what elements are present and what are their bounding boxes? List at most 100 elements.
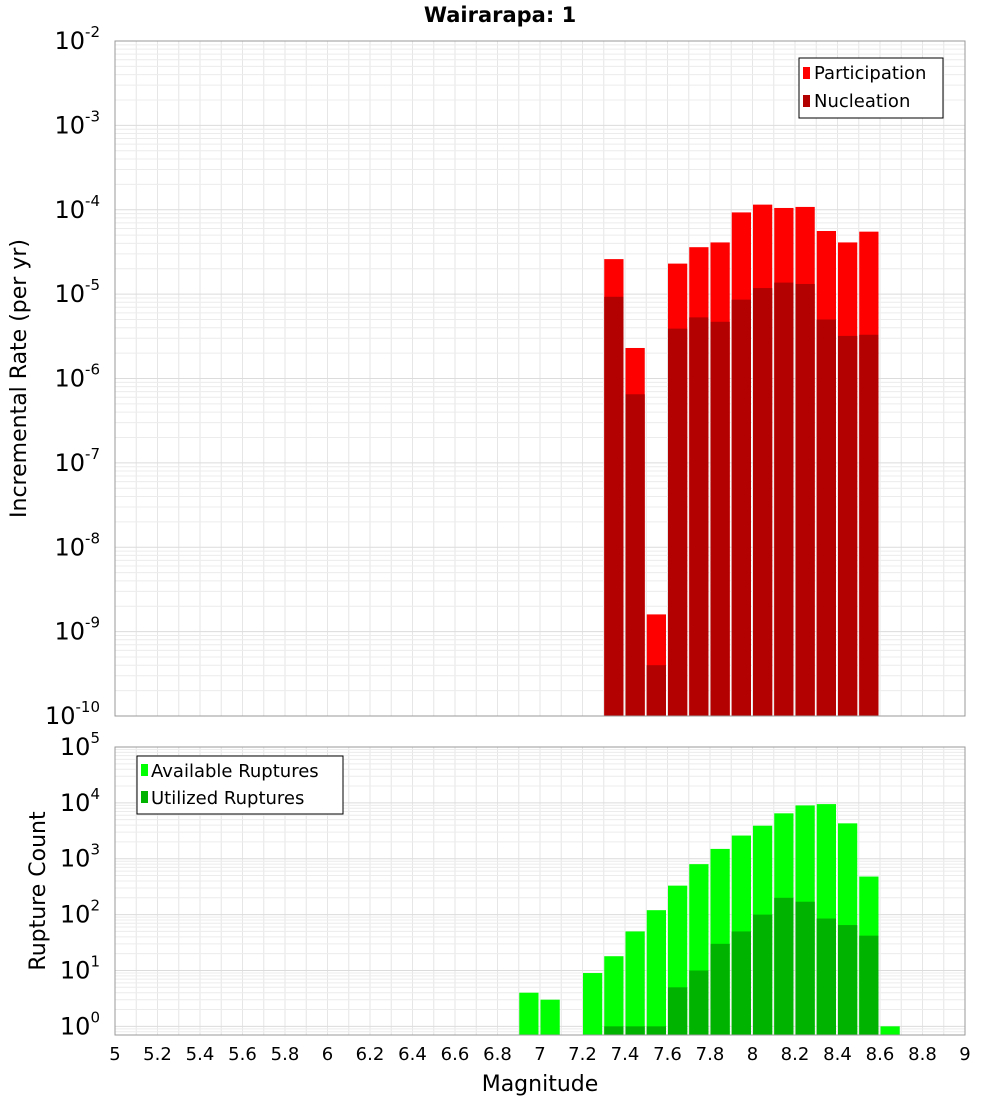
y-tick-base: 10 <box>60 1012 91 1040</box>
x-tick-label: 9 <box>959 1044 970 1065</box>
x-tick-label: 7.2 <box>568 1044 597 1065</box>
legend-label-utilized-ruptures: Utilized Ruptures <box>151 788 304 809</box>
chart-title: Wairarapa: 1 <box>424 3 576 27</box>
top-legend: Participation Nucleation <box>798 57 944 119</box>
nucleation-bar <box>753 288 773 716</box>
utilized-bar <box>689 970 709 1035</box>
nucleation-bar <box>795 283 815 716</box>
x-tick-label: 6.8 <box>483 1044 512 1065</box>
y-tick-label: 102 <box>60 897 100 929</box>
y-tick-base: 10 <box>54 280 85 308</box>
x-tick-label: 5.8 <box>271 1044 300 1065</box>
y-tick-exponent: 0 <box>90 1008 100 1026</box>
y-tick-base: 10 <box>60 845 91 873</box>
available-bar <box>540 999 560 1035</box>
available-bar <box>625 931 645 1035</box>
nucleation-bar <box>625 394 645 716</box>
bottom-bars <box>519 804 900 1035</box>
x-tick-label: 5.6 <box>228 1044 257 1065</box>
y-tick-label: 105 <box>60 729 100 761</box>
y-tick-label: 10-2 <box>54 23 100 55</box>
utilized-bar <box>668 987 688 1035</box>
y-tick-exponent: -6 <box>85 361 100 379</box>
y-tick-label: 10-6 <box>54 361 100 393</box>
utilized-bar <box>859 935 879 1035</box>
y-tick-exponent: -9 <box>85 614 100 632</box>
y-tick-base: 10 <box>60 901 91 929</box>
bottom-y-axis-label: Rupture Count <box>26 811 51 971</box>
y-tick-exponent: 4 <box>90 785 100 803</box>
utilized-bar <box>774 897 794 1035</box>
utilized-bar <box>753 914 773 1035</box>
utilized-bar <box>795 901 815 1035</box>
utilized-bar <box>646 1026 666 1035</box>
available-bar <box>604 956 624 1035</box>
x-ticks: 5 5.2 5.4 5.6 5.8 6 6.2 6.4 6.6 6.8 7 7.2 7.4 7.6 7.8 8… <box>109 1044 970 1065</box>
nucleation-bar <box>604 296 624 716</box>
x-tick-label: 5.4 <box>186 1044 215 1065</box>
top-legend-box <box>798 57 944 119</box>
x-tick-label: 6.2 <box>356 1044 385 1065</box>
y-tick-base: 10 <box>54 365 85 393</box>
utilized-bar <box>625 1026 645 1035</box>
x-tick-label: 8.2 <box>781 1044 810 1065</box>
y-tick-label: 10-7 <box>54 445 100 477</box>
y-tick-base: 10 <box>60 733 91 761</box>
utilized-bar <box>816 918 836 1035</box>
utilized-bar <box>710 943 730 1035</box>
y-tick-base: 10 <box>54 196 85 224</box>
y-tick-label: 104 <box>60 785 100 817</box>
y-tick-label: 100 <box>60 1008 100 1040</box>
y-tick-label: 10-9 <box>54 614 100 646</box>
bottom-legend: Available Ruptures Utilized Ruptures <box>136 755 344 815</box>
legend-label-available-ruptures: Available Ruptures <box>151 761 319 782</box>
legend-label-nucleation: Nucleation <box>814 91 910 112</box>
y-tick-exponent: -8 <box>85 529 100 547</box>
x-tick-label: 7.4 <box>611 1044 640 1065</box>
available-bar <box>519 992 539 1035</box>
nucleation-bar <box>859 334 879 716</box>
nucleation-bar <box>710 321 730 716</box>
y-tick-base: 10 <box>60 789 91 817</box>
nucleation-bar <box>838 335 858 716</box>
bottom-legend-box <box>136 755 344 815</box>
utilized-bar <box>838 925 858 1035</box>
x-tick-label: 5.2 <box>143 1044 172 1065</box>
y-tick-exponent: -3 <box>85 107 100 125</box>
y-tick-exponent: -10 <box>76 698 101 716</box>
top-bars <box>604 204 879 717</box>
available-bar <box>646 910 666 1035</box>
y-tick-exponent: 2 <box>90 897 100 915</box>
x-tick-label: 6 <box>322 1044 333 1065</box>
top-plot-frame <box>114 40 966 717</box>
y-tick-label: 10-5 <box>54 276 100 308</box>
x-tick-label: 8 <box>747 1044 758 1065</box>
legend-swatch-available-ruptures <box>141 764 148 776</box>
y-tick-label: 101 <box>60 952 100 984</box>
x-tick-label: 8.8 <box>908 1044 937 1065</box>
y-tick-exponent: 3 <box>90 841 100 859</box>
available-bar <box>880 1026 900 1035</box>
x-tick-label: 7 <box>534 1044 545 1065</box>
y-tick-base: 10 <box>45 702 76 730</box>
y-tick-exponent: -4 <box>85 192 100 210</box>
x-tick-label: 6.6 <box>441 1044 470 1065</box>
top-grid <box>114 40 966 717</box>
y-tick-base: 10 <box>54 533 85 561</box>
nucleation-bar <box>646 665 666 716</box>
x-tick-label: 7.6 <box>653 1044 682 1065</box>
utilized-bar <box>604 1026 624 1035</box>
top-y-axis-label: Incremental Rate (per yr) <box>7 239 32 518</box>
x-axis-label: Magnitude <box>482 1072 599 1097</box>
y-tick-base: 10 <box>54 449 85 477</box>
y-tick-label: 10-10 <box>45 698 100 730</box>
x-tick-label: 8.6 <box>866 1044 895 1065</box>
y-tick-exponent: 1 <box>90 952 100 970</box>
x-tick-label: 8.4 <box>823 1044 852 1065</box>
y-tick-base: 10 <box>54 618 85 646</box>
utilized-bar <box>731 931 751 1035</box>
